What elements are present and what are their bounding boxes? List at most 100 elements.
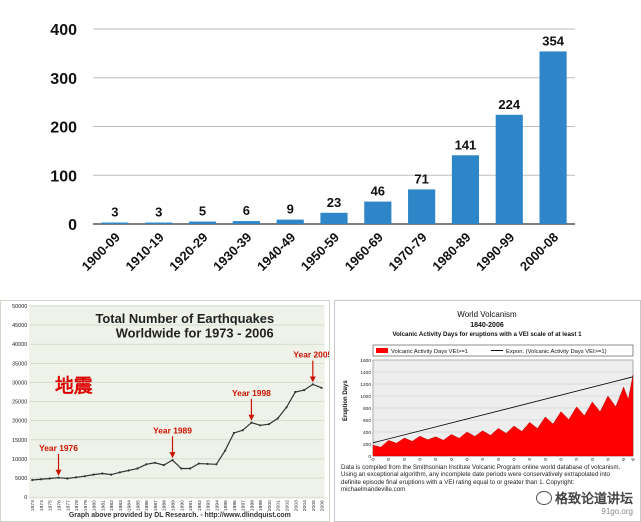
eq-point [215,463,218,466]
eq-point [320,386,323,389]
top-bar-value: 224 [498,97,520,112]
chat-bubble-icon [535,491,552,505]
eq-point [206,462,209,466]
eq-ytick-label: 30000 [12,380,27,386]
eq-xtick-label: 1988 [162,500,168,511]
top-bar-value: 3 [111,205,118,220]
eq-point [241,429,244,432]
eq-xtick-label: 2000 [267,500,273,511]
eq-ytick-label: 15000 [12,438,27,444]
vol-legend-swatch-area [376,348,388,353]
eq-callout-label: Year 1989 [153,425,192,435]
eq-callout-arrowhead [309,376,316,383]
eq-ytick-label: 10000 [12,457,27,463]
eq-xtick-label: 1974 [39,500,45,511]
eq-point [110,473,113,476]
vol-xtick-label: 2006 [631,458,636,461]
eq-xtick-label: 1980 [92,500,98,511]
top-category-label: 1930-39 [210,230,254,274]
eq-xtick-label: 1983 [118,500,124,511]
vol-xtick-label: 1980 [590,458,595,461]
vol-note: Data is compiled from the Smithsonian In… [341,464,621,494]
eq-point [232,431,235,435]
eq-xtick-label: 1984 [127,500,133,511]
eq-point [171,459,174,462]
top-category-label: 2000-08 [517,230,561,274]
top-bar [320,212,348,224]
top-category-label: 1920-29 [166,230,210,274]
top-bar [232,221,260,224]
top-ytick-label: 200 [50,120,77,137]
vol-xtick-label: 1850 [386,458,391,461]
eq-ytick-label: 50000 [12,304,27,310]
vol-ytick-label: 1400 [360,370,371,376]
top-bar-value: 9 [287,202,294,217]
eq-callout-arrowhead [55,469,62,476]
vol-title: World Volcanism [457,310,517,319]
top-bar [495,114,523,224]
eq-xtick-label: 2006 [320,500,326,511]
eq-xtick-label: 1989 [170,500,176,511]
eq-xtick-label: 1981 [100,500,106,511]
eq-point [31,478,34,482]
top-ytick-label: 0 [68,217,77,234]
eq-xtick-label: 1998 [249,500,255,511]
vol-ytick-label: 800 [363,406,371,412]
vol-ytick-label: 400 [363,430,371,436]
eq-point [285,406,288,409]
eq-xtick-label: 1991 [188,500,194,511]
top-bar-value: 46 [371,184,385,199]
vol-xtick-label: 1930 [511,458,516,461]
top-category-label: 1980-89 [429,230,473,274]
vol-xtick-label: 1950 [543,458,548,461]
eq-ytick-label: 0 [24,495,27,501]
eq-xtick-label: 1994 [214,500,220,511]
eq-ytick-label: 35000 [12,361,27,367]
top-category-label: 1990-99 [473,230,517,274]
top-bar [364,201,392,224]
eq-point [294,390,297,394]
eq-xtick-label: 2004 [302,500,308,511]
top-category-label: 1960-69 [342,230,386,274]
eq-title: Total Number of Earthquakes [96,311,275,326]
eq-xtick-label: 2002 [284,500,290,511]
top-bar-value: 23 [327,195,341,210]
eq-ytick-label: 40000 [12,342,27,348]
eq-point [180,467,183,470]
eq-subtitle: Worldwide for 1973 - 2006 [116,326,274,341]
eq-xtick-label: 1995 [223,500,229,511]
eq-source: Graph above provided by DL Research. - h… [69,512,291,519]
eq-point [145,463,148,466]
top-category-label: 1900-09 [79,230,123,274]
eq-xtick-label: 1976 [56,500,62,511]
top-bar [451,155,480,224]
top-category-label: 1970-79 [385,230,429,274]
vol-xtick-label: 1940 [527,458,532,461]
eq-xtick-label: 1996 [232,500,238,511]
eq-xtick-label: 1975 [48,500,54,511]
eq-point [136,467,139,470]
vol-xtick-label: 1880 [433,458,438,461]
eq-point [118,471,121,474]
eq-xtick-label: 2003 [293,500,299,511]
top-bar [188,221,217,224]
eq-point [224,449,227,452]
eq-point [250,421,253,424]
eq-xtick-label: 1979 [83,500,89,511]
eq-point [39,478,43,481]
top-bar-value: 71 [414,171,428,186]
eq-point [48,477,51,480]
vol-legend-area: Volcanic Activity Days VEI>=1 [391,349,468,355]
eq-ytick-label: 20000 [12,419,27,425]
top-category-label: 1940-49 [254,230,298,274]
eq-ytick-label: 25000 [12,400,27,406]
eq-point [127,469,130,472]
top-category-label: 1950-59 [298,230,342,274]
vol-heading: Volcanic Activity Days for eruptions wit… [392,331,582,338]
vol-xtick-label: 1990 [605,458,610,461]
eq-point [74,476,78,479]
eq-point [188,467,192,470]
vol-xtick-label: 1970 [574,458,579,461]
eq-point [153,461,157,464]
